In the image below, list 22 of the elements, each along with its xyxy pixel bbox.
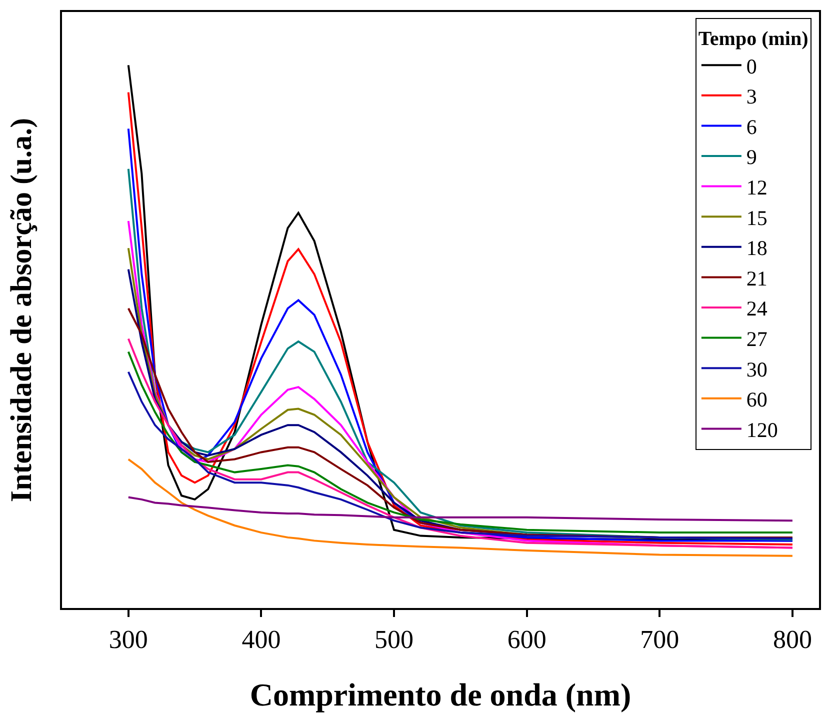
x-axis-title: Comprimento de onda (nm) <box>250 676 632 712</box>
x-tick-label: 400 <box>242 624 281 654</box>
legend-title: Tempo (min) <box>698 28 808 50</box>
legend-label: 12 <box>746 176 768 200</box>
legend-label: 18 <box>746 236 768 260</box>
legend-label: 30 <box>746 357 768 382</box>
legend-label: 120 <box>746 418 778 442</box>
legend-label: 0 <box>746 54 757 78</box>
x-tick-label: 300 <box>108 624 148 654</box>
legend-label: 9 <box>746 145 757 170</box>
legend-label: 60 <box>746 388 768 412</box>
legend-label: 6 <box>746 114 757 139</box>
legend-label: 21 <box>746 266 768 290</box>
x-tick-label: 600 <box>507 624 546 654</box>
y-axis-title: Intensidade de absorção (u.a.) <box>4 118 38 502</box>
x-tick-label: 500 <box>374 624 414 654</box>
legend-label: 24 <box>746 296 768 321</box>
legend-label: 3 <box>746 84 757 109</box>
legend-label: 27 <box>746 327 768 351</box>
legend-label: 15 <box>746 206 768 230</box>
x-tick-label: 800 <box>772 624 812 654</box>
x-tick-label: 700 <box>640 624 680 654</box>
